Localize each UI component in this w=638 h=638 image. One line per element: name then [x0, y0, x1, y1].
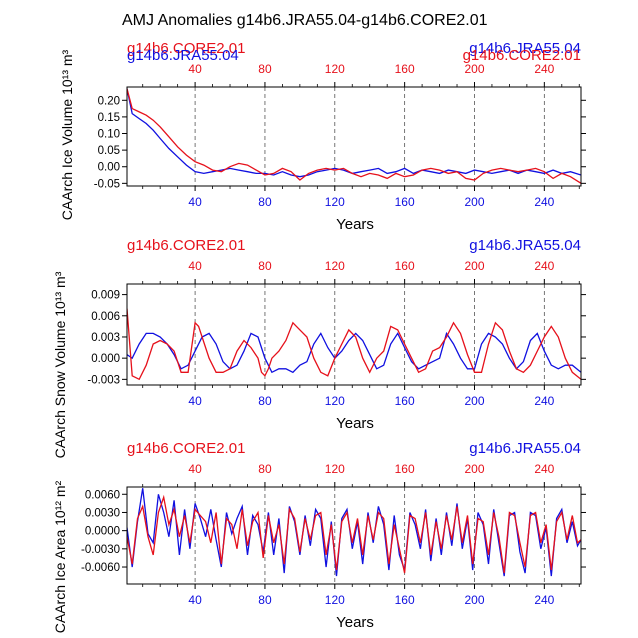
- y-axis-title: CAArch Ice Volume 10¹³ m³: [59, 49, 75, 220]
- y-tick-label: 0.10: [98, 129, 120, 141]
- x-tick-label-bottom: 160: [395, 593, 415, 607]
- x-tick-label-top: 40: [188, 62, 202, 76]
- x-tick-label-top: 240: [534, 462, 554, 476]
- x-tick-label-top: 120: [325, 462, 345, 476]
- run-label-left: g14b6.CORE2.01: [127, 237, 245, 254]
- x-tick-label-top: 200: [464, 62, 484, 76]
- x-tick-label-bottom: 160: [395, 195, 415, 209]
- x-tick-label-top: 200: [464, 259, 484, 273]
- run-label-right: g14b6.JRA55.04: [469, 440, 581, 457]
- series-line-core2: [127, 494, 581, 574]
- x-tick-label-bottom: 80: [258, 394, 272, 408]
- chart-panel-2: 40 40 80 80 120 120 160 160 200 200 240 240 -0.003 0.…: [52, 237, 586, 458]
- x-tick-label-top: 240: [534, 259, 554, 273]
- series-line-core2: [127, 88, 581, 184]
- chart-panels: 40 40 80 80 120 120 160 160 200 200 240 240 -0.05 0.0…: [52, 40, 586, 633]
- x-tick-label-bottom: 240: [534, 593, 554, 607]
- run-label-right: g14b6.JRA55.04: [469, 237, 581, 254]
- x-tick-label-top: 160: [395, 62, 415, 76]
- y-tick-label: -0.003: [87, 374, 120, 386]
- x-tick-label-bottom: 200: [464, 195, 484, 209]
- run-label-right: g14b6.JRA55.04: [469, 40, 581, 57]
- x-tick-label-bottom: 40: [188, 195, 202, 209]
- y-axis-title: CAArch Snow Volume 10¹³ m³: [52, 271, 68, 458]
- chart-panel-3: 40 40 80 80 120 120 160 160 200 200 240 240 -0.0060 -…: [52, 440, 586, 633]
- x-axis-title: Years: [336, 614, 374, 631]
- x-tick-label-bottom: 160: [395, 394, 415, 408]
- series-line-jra55: [127, 331, 581, 374]
- y-tick-label: 0.20: [98, 95, 120, 107]
- plot-frame: [126, 486, 582, 585]
- x-tick-label-bottom: 120: [325, 394, 345, 408]
- series-line-core2: [127, 308, 581, 381]
- y-tick-label: 0.006: [91, 311, 120, 323]
- x-tick-label-top: 160: [395, 259, 415, 273]
- x-tick-label-top: 80: [258, 259, 272, 273]
- y-tick-label: -0.0060: [81, 562, 120, 574]
- chart-panel-1: 40 40 80 80 120 120 160 160 200 200 240 240 -0.05 0.0…: [59, 40, 586, 233]
- y-tick-label: -0.05: [94, 178, 120, 190]
- x-tick-label-top: 200: [464, 462, 484, 476]
- x-tick-label-top: 120: [325, 259, 345, 273]
- y-tick-label: 0.0030: [85, 507, 120, 519]
- x-axis-title: Years: [336, 415, 374, 432]
- figure-title: AMJ Anomalies g14b6.JRA55.04-g14b6.CORE2…: [122, 12, 488, 29]
- x-tick-label-bottom: 240: [534, 195, 554, 209]
- x-tick-label-top: 240: [534, 62, 554, 76]
- y-tick-label: 0.009: [91, 290, 120, 302]
- y-axis-title: CAArch Ice Area 10¹² m²: [52, 480, 68, 633]
- run-label-left-overlap: g14b6.JRA55.04: [127, 47, 239, 64]
- x-tick-label-bottom: 80: [258, 195, 272, 209]
- x-tick-label-bottom: 200: [464, 394, 484, 408]
- x-tick-label-bottom: 80: [258, 593, 272, 607]
- x-tick-label-bottom: 40: [188, 394, 202, 408]
- run-label-right-overlap: g14b6.CORE2.01: [463, 47, 581, 64]
- x-tick-label-bottom: 120: [325, 195, 345, 209]
- y-tick-label: -0.0030: [81, 544, 120, 556]
- x-tick-label-top: 40: [188, 259, 202, 273]
- plot-frame: [126, 86, 582, 187]
- x-tick-label-top: 40: [188, 462, 202, 476]
- y-tick-label: 0.0060: [85, 489, 120, 501]
- x-tick-label-top: 160: [395, 462, 415, 476]
- y-tick-label: 0.000: [91, 353, 120, 365]
- series-line-jra55: [127, 88, 581, 178]
- plot-frame: [126, 283, 582, 386]
- run-label-left: g14b6.CORE2.01: [127, 40, 245, 57]
- y-tick-label: 0.0000: [85, 526, 120, 538]
- y-tick-label: 0.15: [98, 112, 120, 124]
- x-tick-label-bottom: 200: [464, 593, 484, 607]
- x-tick-label-bottom: 40: [188, 593, 202, 607]
- x-axis-title: Years: [336, 216, 374, 233]
- x-tick-label-bottom: 120: [325, 593, 345, 607]
- x-tick-label-bottom: 240: [534, 394, 554, 408]
- y-tick-label: 0.05: [98, 145, 120, 157]
- x-tick-label-top: 120: [325, 62, 345, 76]
- x-tick-label-top: 80: [258, 62, 272, 76]
- y-tick-label: 0.00: [98, 162, 120, 174]
- y-tick-label: 0.003: [91, 332, 120, 344]
- run-label-left: g14b6.CORE2.01: [127, 440, 245, 457]
- x-tick-label-top: 80: [258, 462, 272, 476]
